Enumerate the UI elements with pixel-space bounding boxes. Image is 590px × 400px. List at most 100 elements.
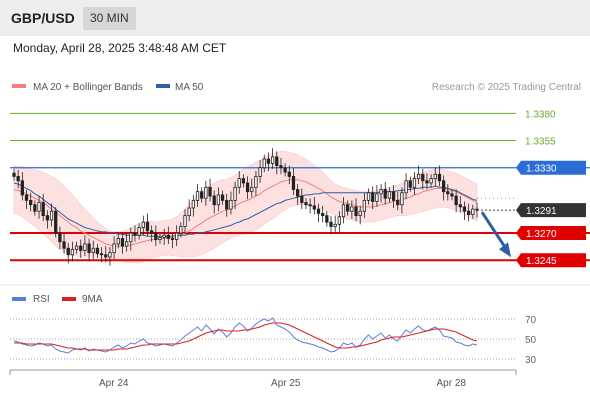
candle-body [158,236,162,240]
level-label-resistance: 1.3380 [525,109,556,120]
level-label-resistance: 1.3355 [525,137,556,148]
candle-body [429,178,433,184]
candle-body [112,243,116,254]
candle-body [99,253,104,256]
candle-body [379,189,383,195]
datetime-label: Monday, April 28, 2025 3:48:48 AM CET [13,41,227,55]
rsi-legend-swatch [12,297,26,301]
candle-body [337,216,341,225]
candle-body [316,208,321,214]
ma50-legend-label: MA 50 [175,82,204,93]
candle-body [325,215,329,223]
candle-body [425,180,429,184]
candle-body [191,199,196,209]
candle-body [216,194,221,206]
x-axis-tick-label: Apr 24 [99,378,129,389]
timeframe-button[interactable]: 30 MIN [83,7,136,30]
candle-body [258,167,262,177]
candle-body [245,182,250,193]
candle-body [49,210,54,221]
ma20-legend-swatch [12,84,26,88]
level-tag-support [516,226,586,241]
candle-body [116,238,120,245]
candle-body [29,199,33,206]
projection-arrow-head [499,242,511,258]
candle-body [358,210,362,217]
candle-body [237,178,241,188]
candle-body [446,191,450,195]
candle-body [437,173,442,182]
candle-body [154,232,158,240]
candle-body [266,158,271,164]
candle-body [33,204,37,212]
candle-body [383,189,387,199]
candle-body [16,176,20,182]
candle-body [412,178,417,188]
candle-body [350,206,354,212]
candle-body [329,221,333,227]
candle-body [400,192,404,206]
candle-body [104,254,108,258]
level-tag-support [516,253,586,268]
candle-body [250,186,254,193]
candle-body [371,192,375,202]
candle-body [45,215,50,221]
candle-body [141,221,145,228]
candle-body [416,173,421,180]
ma50-line [13,182,478,237]
candle-body [204,186,208,199]
candle-body [362,199,367,212]
candle-body [70,248,75,256]
candle-body [166,234,170,239]
rsi-ma-legend-swatch [62,297,76,301]
level-label-support: 1.3245 [526,256,557,267]
rsi-tick-label: 50 [525,335,537,346]
candle-body [124,241,129,247]
rsi-legend-label: RSI [33,294,50,305]
candle-body [321,213,325,217]
candle-body [183,215,187,227]
candle-body [66,247,70,256]
candle-body [458,204,462,208]
candle-body [87,243,91,254]
candle-body [254,176,258,188]
candle-body [220,194,225,201]
x-axis-layer: Apr 24 Apr 25 Apr 28 [9,369,517,389]
candle-body [433,173,437,180]
candle-body [212,195,216,206]
x-axis-tick-label: Apr 25 [271,378,301,389]
candle-body [300,195,304,203]
candle-body [454,195,458,206]
candle-body [312,205,316,210]
projection-arrow-shaft [480,211,509,252]
candle-body [91,247,95,254]
candle-body [137,227,141,236]
candle-body [12,172,16,177]
ma50-legend-swatch [156,84,170,88]
candle-body [404,180,408,194]
candle-body [421,173,425,182]
candle-body [225,199,229,210]
current-price-label: 1.3291 [526,206,557,217]
candle-body [387,191,392,199]
candle-body [145,221,150,232]
candle-body [41,202,45,217]
candle-body [229,199,233,210]
candle-body [62,241,66,249]
candle-body [295,189,300,197]
candle-body [450,193,454,197]
candle-body [287,171,291,177]
ma20-legend-label: MA 20 + Bollinger Bands [33,82,143,93]
candle-body [233,186,237,201]
candle-body [366,192,371,201]
candle-body [304,202,308,206]
candle-body [291,176,296,190]
candle-body [396,199,400,206]
candle-body [308,204,312,207]
candle-body [175,232,179,240]
candle-body [150,230,154,234]
symbol-label: GBP/USD [11,10,75,26]
candle-body [375,193,379,202]
source-label: Research © 2025 Trading Central [432,82,581,93]
